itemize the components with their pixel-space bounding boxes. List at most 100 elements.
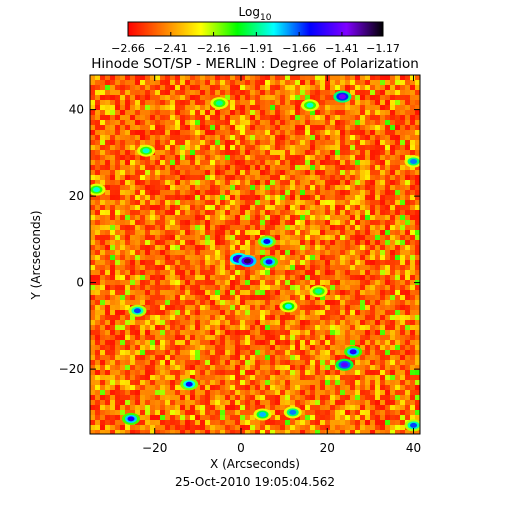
- heatmap-cell: [195, 175, 200, 180]
- heatmap-cell: [405, 195, 410, 200]
- heatmap-cell: [180, 100, 185, 105]
- heatmap-cell: [245, 225, 250, 230]
- heatmap-cell: [380, 290, 385, 295]
- y-tick-label: −20: [59, 362, 84, 376]
- heatmap-cell: [215, 185, 220, 190]
- heatmap-cell: [145, 425, 150, 430]
- heatmap-cell: [105, 180, 110, 185]
- heatmap-cell: [350, 145, 355, 150]
- heatmap-cell: [330, 220, 335, 225]
- heatmap-cell: [195, 350, 200, 355]
- heatmap-cell: [205, 300, 210, 305]
- heatmap-cell: [245, 110, 250, 115]
- heatmap-cell: [125, 295, 130, 300]
- heatmap-cell: [205, 400, 210, 405]
- heatmap-cell: [155, 375, 160, 380]
- heatmap-cell: [110, 250, 115, 255]
- heatmap-cell: [375, 185, 380, 190]
- heatmap-cell: [150, 390, 155, 395]
- heatmap-cell: [415, 165, 420, 170]
- heatmap-cell: [355, 155, 360, 160]
- heatmap-cell: [365, 345, 370, 350]
- heatmap-cell: [350, 100, 355, 105]
- heatmap-cell: [190, 290, 195, 295]
- heatmap-cell: [215, 350, 220, 355]
- heatmap-cell: [415, 75, 420, 80]
- heatmap-cell: [255, 120, 260, 125]
- heatmap-cell: [295, 415, 300, 420]
- heatmap-cell: [335, 405, 340, 410]
- heatmap-cell: [345, 335, 350, 340]
- heatmap-cell: [230, 190, 235, 195]
- heatmap-cell: [130, 150, 135, 155]
- heatmap-cell: [205, 100, 210, 105]
- heatmap-cell: [185, 130, 190, 135]
- heatmap-cell: [235, 85, 240, 90]
- feature-core: [259, 412, 267, 418]
- heatmap-cell: [325, 370, 330, 375]
- heatmap-cell: [290, 255, 295, 260]
- heatmap-cell: [415, 305, 420, 310]
- heatmap-cell: [190, 205, 195, 210]
- heatmap-cell: [235, 210, 240, 215]
- heatmap-cell: [195, 120, 200, 125]
- heatmap-cell: [315, 235, 320, 240]
- heatmap-cell: [255, 275, 260, 280]
- heatmap-cell: [90, 115, 95, 120]
- heatmap-cell: [210, 180, 215, 185]
- heatmap-cell: [270, 265, 275, 270]
- heatmap-cell: [245, 170, 250, 175]
- heatmap-cell: [330, 390, 335, 395]
- heatmap-cell: [285, 90, 290, 95]
- heatmap-cell: [355, 170, 360, 175]
- heatmap-cell: [285, 190, 290, 195]
- heatmap-cell: [155, 150, 160, 155]
- heatmap-cell: [280, 375, 285, 380]
- heatmap-cell: [105, 220, 110, 225]
- heatmap-cell: [405, 400, 410, 405]
- heatmap-cell: [395, 280, 400, 285]
- heatmap-cell: [255, 175, 260, 180]
- heatmap-cell: [110, 385, 115, 390]
- heatmap-cell: [145, 235, 150, 240]
- heatmap-cell: [90, 365, 95, 370]
- heatmap-cell: [320, 300, 325, 305]
- heatmap-cell: [235, 270, 240, 275]
- heatmap-cell: [405, 250, 410, 255]
- heatmap-cell: [410, 130, 415, 135]
- heatmap-cell: [375, 345, 380, 350]
- heatmap-cell: [160, 345, 165, 350]
- heatmap-cell: [350, 170, 355, 175]
- heatmap-cell: [145, 335, 150, 340]
- heatmap-cell: [220, 405, 225, 410]
- heatmap-cell: [395, 255, 400, 260]
- heatmap-cell: [230, 420, 235, 425]
- heatmap-cell: [290, 350, 295, 355]
- heatmap-cell: [265, 340, 270, 345]
- heatmap-cell: [205, 350, 210, 355]
- heatmap-cell: [130, 130, 135, 135]
- heatmap-cell: [225, 320, 230, 325]
- heatmap-cell: [165, 120, 170, 125]
- heatmap-cell: [130, 95, 135, 100]
- heatmap-cell: [200, 415, 205, 420]
- heatmap-cell: [135, 320, 140, 325]
- heatmap-cell: [195, 220, 200, 225]
- heatmap-cell: [255, 315, 260, 320]
- heatmap-cell: [375, 255, 380, 260]
- heatmap-cell: [340, 430, 345, 434]
- heatmap-cell: [280, 230, 285, 235]
- heatmap-cell: [370, 110, 375, 115]
- heatmap-cell: [230, 265, 235, 270]
- heatmap-cell: [280, 125, 285, 130]
- heatmap-cell: [175, 275, 180, 280]
- heatmap-cell: [285, 260, 290, 265]
- heatmap-cell: [150, 335, 155, 340]
- heatmap-cell: [165, 105, 170, 110]
- heatmap-cell: [130, 425, 135, 430]
- heatmap-cell: [240, 125, 245, 130]
- heatmap-cell: [240, 230, 245, 235]
- heatmap-cell: [195, 115, 200, 120]
- heatmap-cell: [220, 340, 225, 345]
- heatmap-cell: [200, 295, 205, 300]
